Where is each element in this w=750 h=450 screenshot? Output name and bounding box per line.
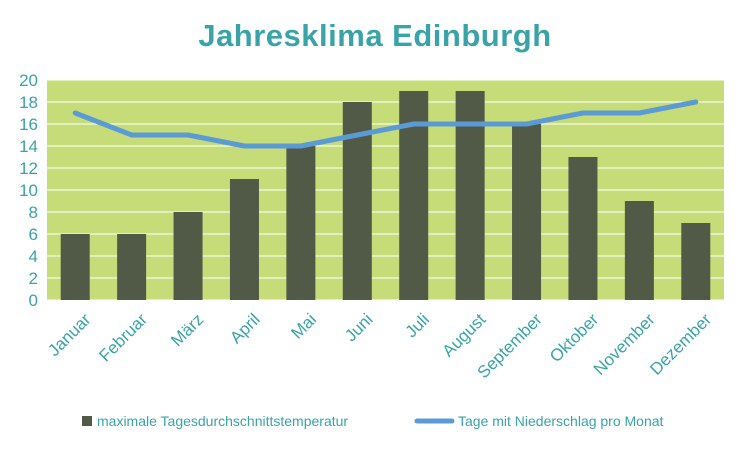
x-tick-label: Februar — [95, 310, 151, 366]
legend: maximale Tagesdurchschnittstemperatur Tag… — [82, 413, 664, 429]
line-series — [72, 99, 699, 149]
y-tick-label: 18 — [19, 93, 38, 112]
bar-april — [229, 179, 259, 300]
x-axis-ticks: Januar Februar März April Mai Juni Juli AugustS… — [44, 310, 715, 382]
bar-februar — [117, 234, 147, 300]
bar-november — [624, 201, 654, 300]
chart-title: Jahresklima Edinburgh — [198, 18, 551, 53]
y-tick-label: 16 — [19, 115, 38, 134]
y-tick-label: 10 — [19, 181, 38, 200]
y-tick-label: 12 — [19, 159, 38, 178]
x-tick-label: März — [167, 310, 207, 350]
legend-label-bar: maximale Tagesdurchschnittstemperatur — [97, 413, 348, 429]
y-tick-label: 20 — [19, 71, 38, 90]
bar-dezember — [681, 223, 711, 300]
x-tick-label: April — [226, 310, 263, 347]
y-tick-label: 14 — [19, 137, 38, 156]
y-tick-label: 8 — [29, 203, 38, 222]
y-tick-label: 6 — [29, 225, 38, 244]
bar-mai — [286, 146, 316, 300]
x-tick-label: Mai — [287, 310, 320, 343]
gridlines — [47, 79, 724, 301]
legend-label-line: Tage mit Niederschlag pro Monat — [458, 413, 664, 429]
x-tick-label: Dezember — [646, 310, 715, 379]
x-tick-label: Oktober — [546, 310, 602, 366]
y-axis-ticks: 0 2 4 6 8 10 12 14 16 18 20 — [19, 71, 38, 310]
legend-swatch-bar — [82, 416, 92, 426]
x-tick-label: Juni — [341, 310, 376, 345]
x-tick-label: Juli — [402, 310, 433, 341]
bar-märz — [173, 212, 203, 300]
x-tick-label: August — [439, 310, 490, 361]
y-tick-label: 2 — [29, 269, 38, 288]
x-tick-label: Januar — [44, 310, 94, 360]
line-precipitation-days — [72, 99, 699, 149]
y-tick-label: 0 — [29, 291, 38, 310]
bar-oktober — [568, 157, 598, 300]
bar-januar — [60, 234, 90, 300]
y-tick-label: 4 — [29, 247, 38, 266]
bar-september — [512, 124, 542, 300]
